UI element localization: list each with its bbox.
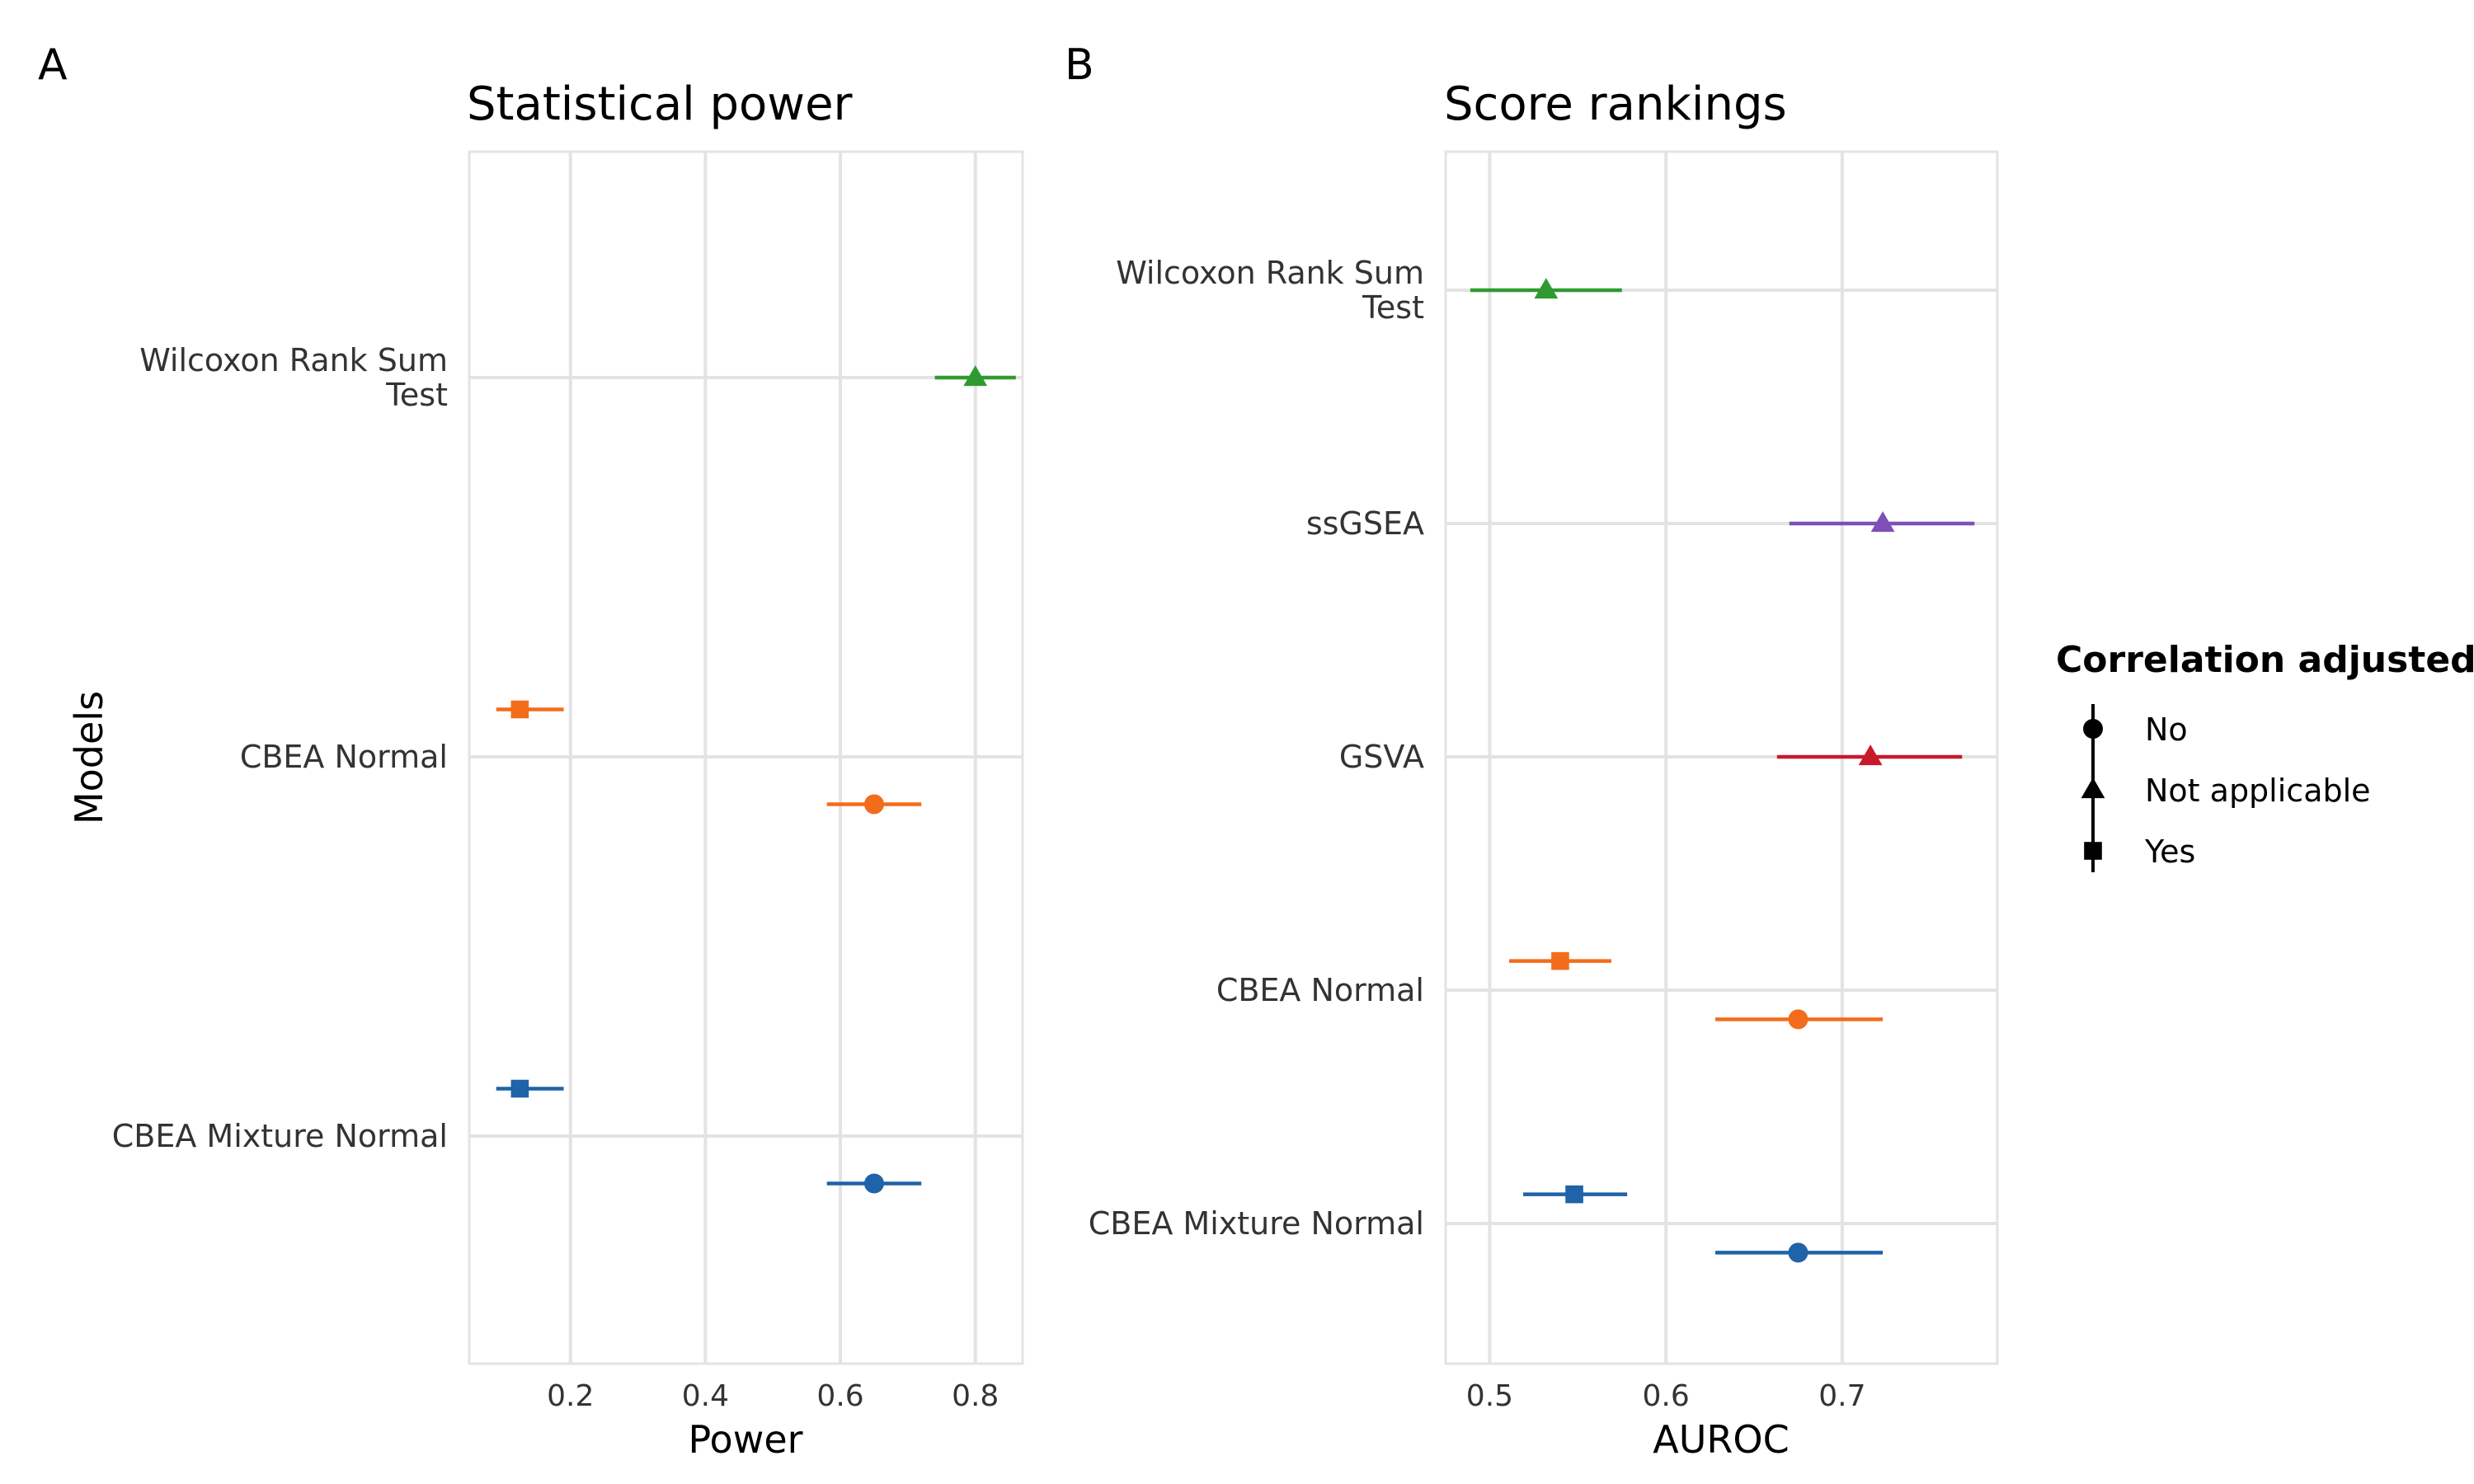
legend-item-label: Yes	[2144, 834, 2195, 870]
panel-b-point-range	[1523, 1185, 1628, 1204]
circle-marker	[863, 1173, 884, 1194]
triangle-marker	[1870, 511, 1895, 533]
panel-b-point-range	[1715, 1242, 1884, 1263]
legend-square-icon	[2084, 842, 2102, 860]
circle-marker	[1788, 1242, 1808, 1263]
panel-b-category-label: Wilcoxon Rank Sum	[1116, 255, 1424, 291]
panel-a-marks	[496, 365, 1016, 1194]
panel-a-category-label: Test	[385, 377, 448, 413]
panel-b-category-label: GSVA	[1339, 739, 1424, 775]
panel-b-category-label: ssGSEA	[1306, 505, 1424, 542]
panel-a-point-range	[496, 1079, 564, 1098]
panel-b-point-range	[1776, 744, 1963, 766]
panel-a-category-label: CBEA Mixture Normal	[112, 1118, 448, 1154]
panel-b-category-label: Test	[1362, 289, 1424, 326]
triangle-marker	[1858, 744, 1883, 766]
panel-a-gridlines	[469, 152, 1023, 1364]
panel-b-category-label: CBEA Normal	[1216, 972, 1424, 1008]
panel-a-y-axis-title: Models	[67, 691, 111, 824]
legend-title: Correlation adjusted	[2056, 639, 2474, 681]
square-marker	[510, 1079, 529, 1098]
panel-a-point-range	[934, 365, 1016, 387]
panel-a: A Statistical power Wilcoxon Rank SumTes…	[38, 40, 1024, 1462]
panel-b-point-range	[1715, 1009, 1884, 1030]
legend-items: No Not applicable Yes	[2081, 704, 2371, 872]
panel-a-point-range	[496, 700, 564, 719]
panel-b-category-label: CBEA Mixture Normal	[1089, 1205, 1424, 1242]
panel-b-x-tick-label: 0.5	[1466, 1379, 1513, 1413]
circle-marker	[1788, 1009, 1808, 1030]
panel-a-category-label: Wilcoxon Rank Sum	[139, 342, 448, 378]
panel-a-title: Statistical power	[467, 77, 854, 131]
legend: Correlation adjusted No Not applicable Yes	[2056, 639, 2474, 872]
panel-b-point-range	[1789, 511, 1975, 533]
legend-triangle-icon	[2081, 777, 2105, 799]
panel-b-tag: B	[1065, 40, 1094, 90]
square-marker	[510, 700, 529, 719]
panel-a-tag: A	[38, 40, 68, 90]
panel-b-x-tick-label: 0.7	[1818, 1379, 1865, 1413]
legend-item-label: Not applicable	[2145, 773, 2371, 809]
panel-a-x-tick-label: 0.4	[682, 1379, 729, 1413]
panel-b-x-axis-title: AUROC	[1653, 1417, 1789, 1462]
panel-a-x-axis-title: Power	[688, 1417, 802, 1462]
legend-item-label: No	[2145, 711, 2188, 748]
panel-b-title: Score rankings	[1444, 77, 1787, 131]
square-marker	[1565, 1185, 1583, 1204]
square-marker	[1551, 951, 1569, 970]
panel-a-point-range	[826, 1173, 922, 1194]
panel-b-x-tick-labels: 0.5 0.6 0.7	[1466, 1379, 1866, 1413]
panel-b-point-range	[1508, 951, 1611, 970]
triangle-marker	[963, 365, 988, 387]
panel-a-point-range	[826, 794, 922, 815]
panel-b-marks	[1470, 278, 1975, 1263]
triangle-marker	[1534, 278, 1559, 299]
panel-a-x-tick-label: 0.2	[547, 1379, 594, 1413]
panel-a-category-label: CBEA Normal	[240, 739, 448, 775]
circle-marker	[863, 794, 884, 815]
panel-a-x-tick-label: 0.8	[952, 1379, 999, 1413]
legend-circle-icon	[2083, 719, 2103, 739]
panel-a-x-tick-label: 0.6	[816, 1379, 863, 1413]
panel-b-point-range	[1470, 278, 1622, 299]
panel-a-x-tick-labels: 0.2 0.4 0.6 0.8	[547, 1379, 999, 1413]
panel-b-x-tick-label: 0.6	[1643, 1379, 1690, 1413]
